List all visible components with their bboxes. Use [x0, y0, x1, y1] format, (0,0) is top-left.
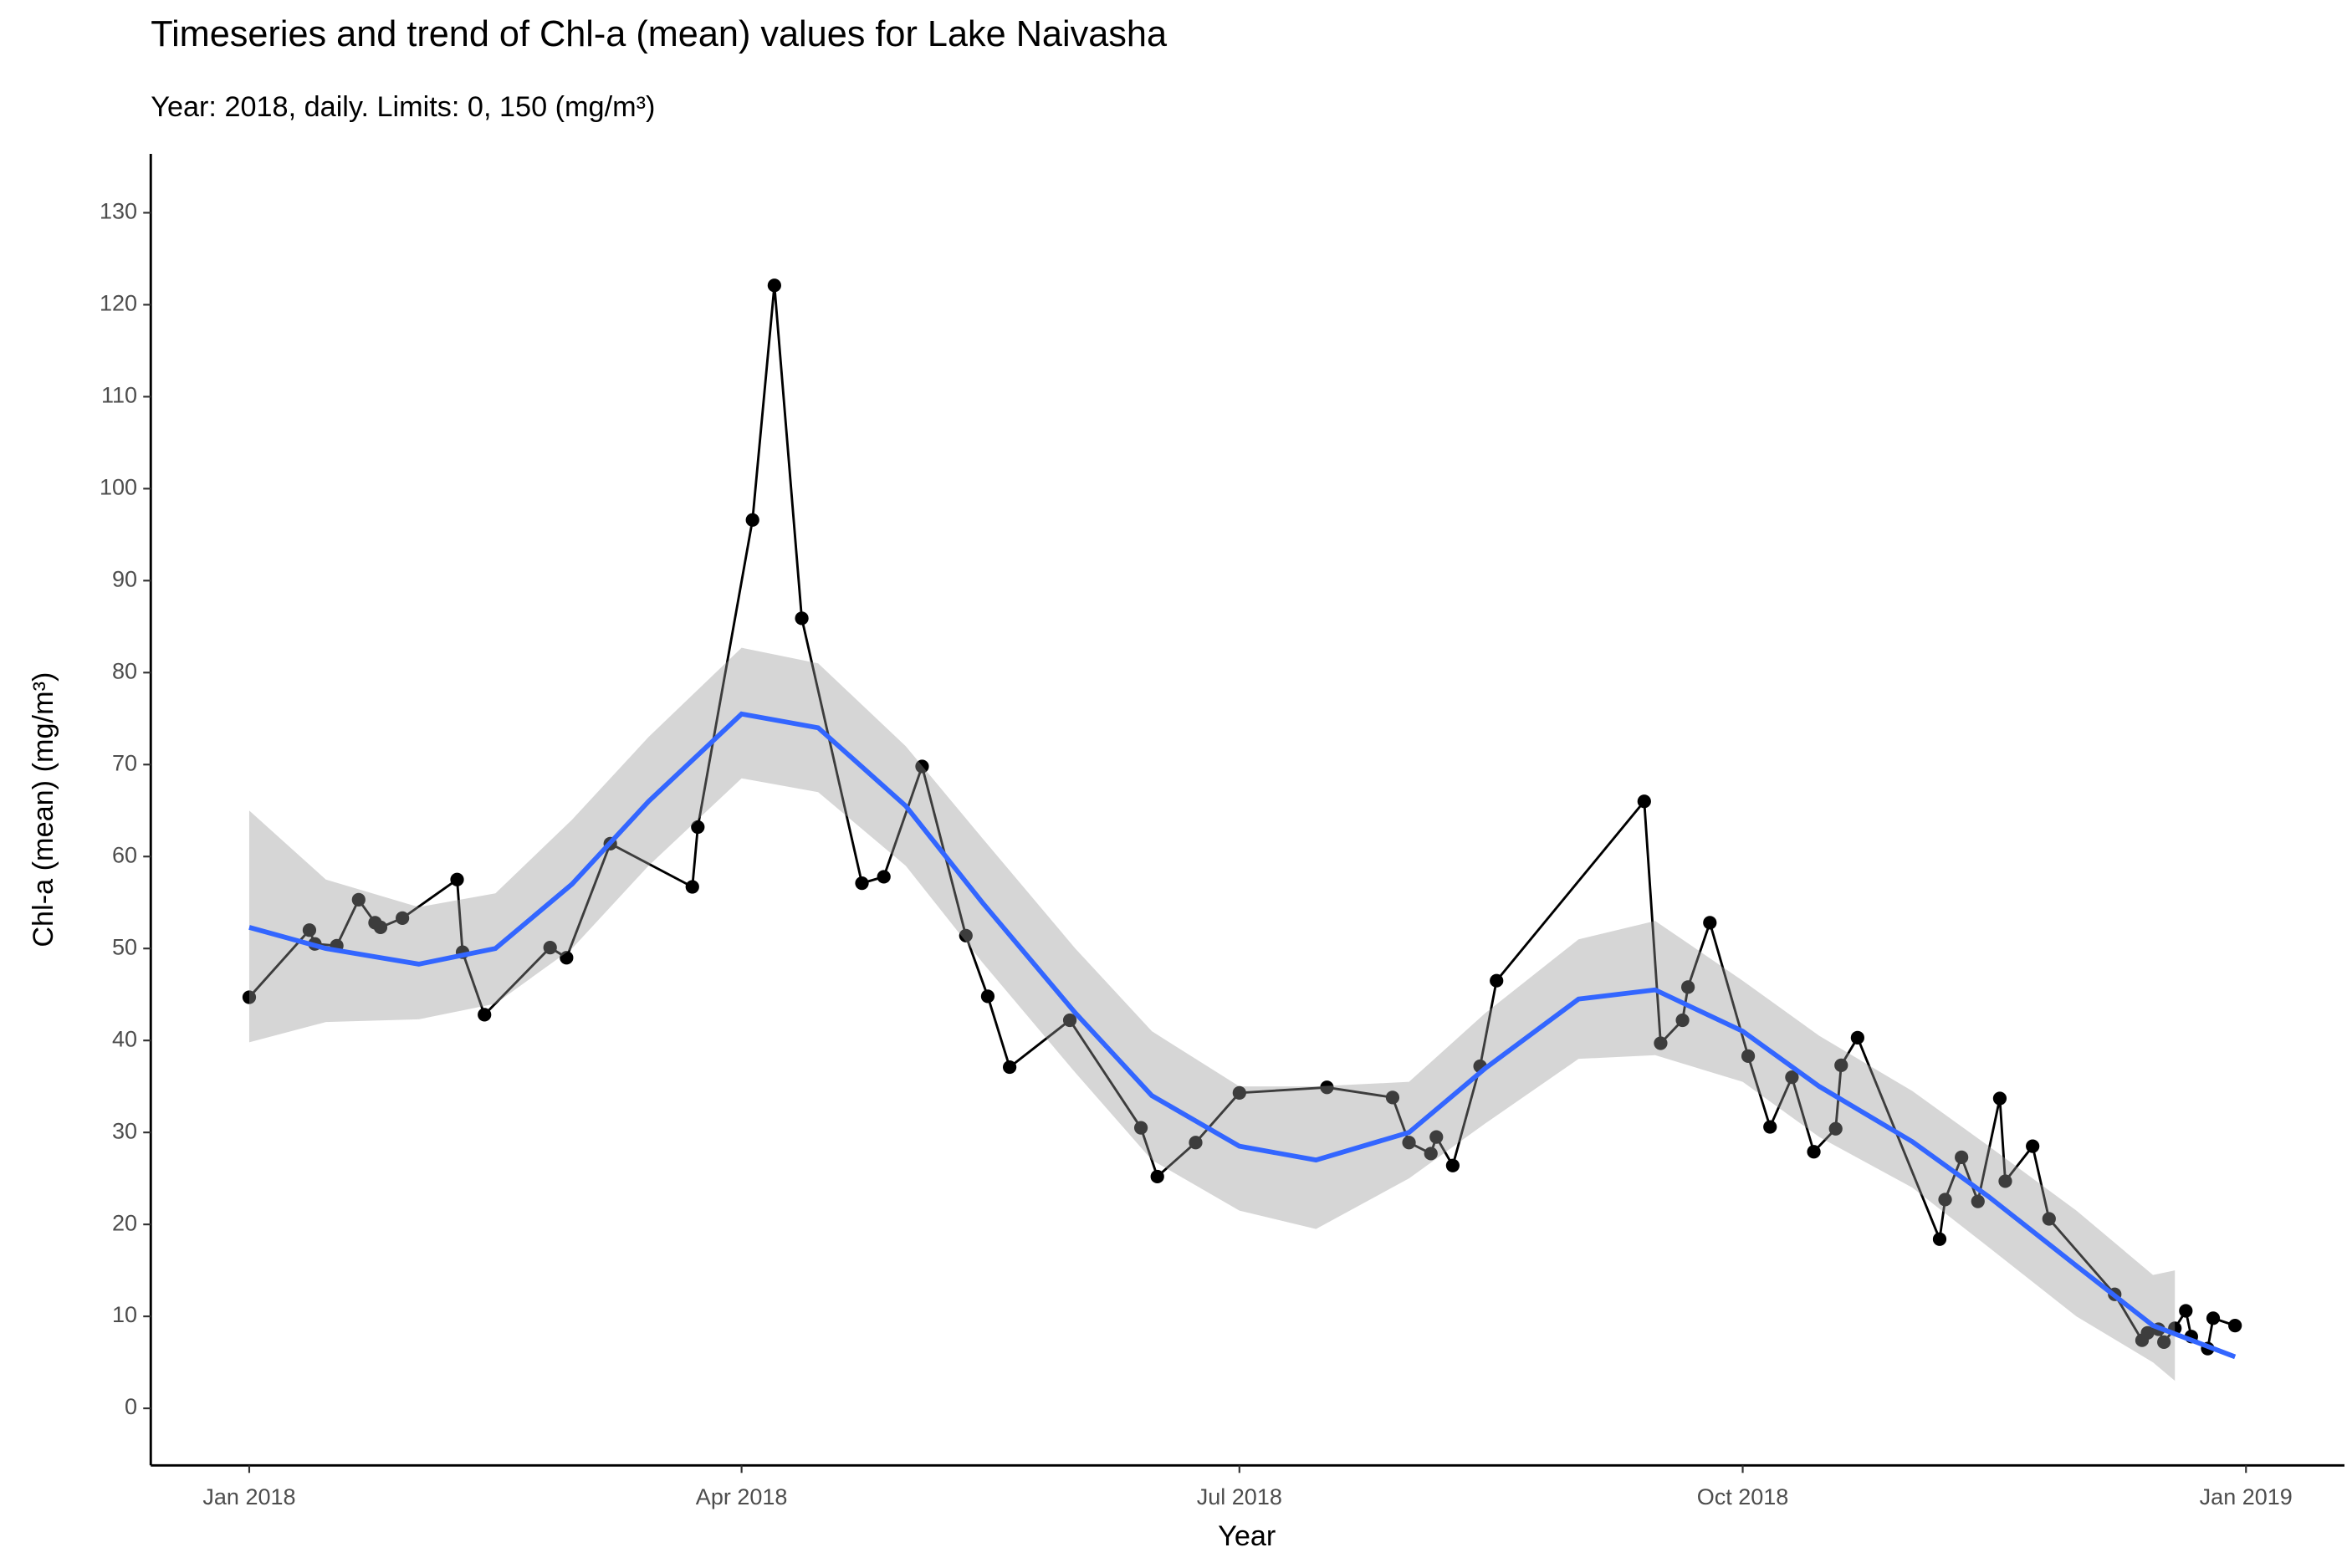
data-point [1955, 1150, 1969, 1164]
data-point [959, 928, 973, 942]
trend-line [248, 711, 2237, 1360]
data-point [543, 940, 557, 955]
data-point [1850, 1030, 1864, 1044]
y-tick-label: 70 [112, 750, 137, 775]
data-point [1490, 973, 1504, 988]
x-tick-label: Jan 2019 [2200, 1484, 2293, 1509]
y-tick-label: 110 [101, 383, 137, 408]
data-point [2042, 1212, 2056, 1226]
data-point [1763, 1120, 1777, 1134]
data-point [450, 872, 464, 886]
y-tick-label: 90 [112, 566, 137, 591]
x-axis-title: Year [1218, 1520, 1276, 1552]
x-tick-label: Oct 2018 [1697, 1484, 1789, 1509]
data-point [685, 880, 699, 894]
data-point [877, 870, 891, 884]
data-point [1150, 1169, 1164, 1184]
data-point [1807, 1145, 1821, 1159]
data-point [1703, 916, 1717, 930]
y-tick-label: 40 [112, 1026, 137, 1051]
data-point [242, 990, 257, 1004]
data-point [1062, 1013, 1077, 1028]
data-point [855, 876, 869, 891]
chart-subtitle: Year: 2018, daily. Limits: 0, 150 (mg/m³… [151, 91, 655, 123]
y-tick-label: 30 [112, 1118, 137, 1143]
data-point [2140, 1325, 2155, 1341]
data-point [1834, 1058, 1848, 1072]
data-point [1424, 1147, 1438, 1161]
y-tick-label: 0 [125, 1394, 137, 1419]
data-point [980, 989, 995, 1004]
data-point [1320, 1080, 1334, 1095]
data-point [1385, 1090, 1400, 1105]
data-point [351, 892, 366, 907]
data-point [1998, 1174, 2012, 1188]
y-tick-label: 100 [100, 474, 137, 499]
data-point [745, 513, 759, 527]
data-point [1785, 1070, 1799, 1085]
data-point [1002, 1060, 1017, 1075]
data-point [373, 920, 388, 935]
data-point [1938, 1193, 1952, 1207]
chart-title: Timeseries and trend of Chl-a (mean) val… [151, 14, 1168, 54]
data-point [1402, 1136, 1416, 1150]
data-point [691, 820, 705, 835]
data-point [1445, 1158, 1460, 1172]
data-point [560, 951, 574, 965]
y-tick-label: 10 [112, 1302, 137, 1327]
data-point [1741, 1049, 1756, 1063]
confidence-band [248, 647, 2176, 1382]
data-point [2228, 1318, 2242, 1333]
data-point [795, 611, 809, 626]
y-tick-label: 60 [112, 842, 137, 867]
y-tick-label: 50 [112, 934, 137, 959]
data-point [1654, 1036, 1668, 1050]
data-point [1681, 980, 1695, 994]
data-point [1429, 1130, 1444, 1144]
data-point [1232, 1085, 1246, 1100]
x-tick-label: Jan 2018 [202, 1484, 295, 1509]
data-point [767, 278, 781, 293]
data-point [2157, 1335, 2171, 1350]
y-axis-title: Chl-a (mean) (mg/m³) [28, 672, 59, 947]
data-point [396, 911, 410, 926]
x-tick-label: Apr 2018 [696, 1484, 788, 1509]
data-point [1992, 1091, 2007, 1106]
y-tick-label: 130 [100, 199, 137, 224]
data-point [1637, 794, 1651, 809]
data-point [1828, 1121, 1843, 1136]
data-point [915, 759, 929, 774]
data-point [1971, 1194, 1985, 1208]
y-tick-label: 80 [112, 658, 137, 683]
data-point [2206, 1311, 2221, 1325]
data-point [1675, 1013, 1690, 1028]
data-point [478, 1008, 492, 1022]
y-tick-label: 20 [112, 1210, 137, 1235]
data-point [1189, 1136, 1203, 1150]
data-point [2179, 1304, 2193, 1318]
y-tick-label: 120 [100, 291, 137, 316]
data-point [1133, 1121, 1148, 1135]
data-point [2026, 1139, 2040, 1153]
x-tick-label: Jul 2018 [1197, 1484, 1282, 1509]
data-point [1932, 1232, 1947, 1246]
data-point [302, 923, 317, 937]
